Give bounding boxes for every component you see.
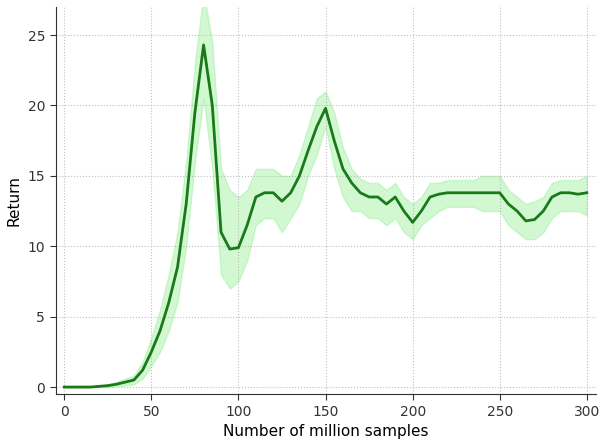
X-axis label: Number of million samples: Number of million samples	[223, 424, 428, 439]
Y-axis label: Return: Return	[7, 175, 22, 226]
